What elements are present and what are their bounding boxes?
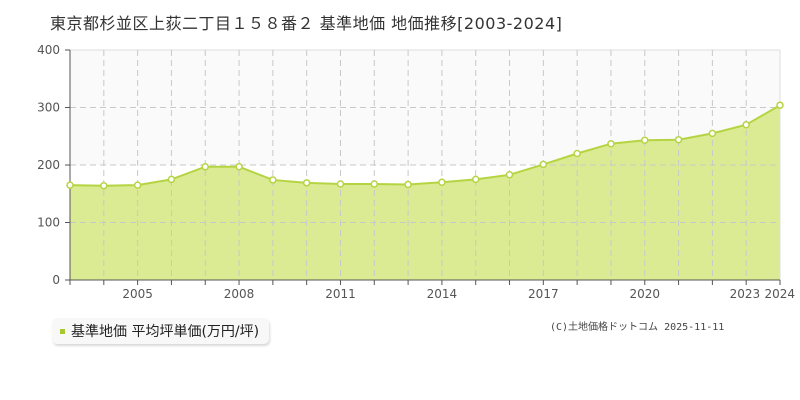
data-point-marker xyxy=(100,181,108,190)
data-point-marker xyxy=(66,181,74,189)
data-point-marker xyxy=(505,171,514,179)
data-point-marker xyxy=(133,181,142,189)
legend-label: 基準地価 平均坪単価(万円/坪) xyxy=(71,324,260,340)
data-point-marker xyxy=(167,175,176,184)
data-point-marker xyxy=(370,180,379,188)
data-point-marker xyxy=(438,178,446,186)
y-tick-label: 400 xyxy=(37,43,60,57)
series-line xyxy=(69,104,781,187)
data-point-marker xyxy=(269,176,277,184)
x-tick-label: 2020 xyxy=(629,287,660,301)
x-tick-label: 2024 xyxy=(764,287,795,301)
x-tick-label: 2023 xyxy=(730,287,761,301)
legend: 基準地価 平均坪単価(万円/坪) xyxy=(52,318,270,344)
data-point-marker xyxy=(235,162,243,171)
data-point-marker xyxy=(302,179,311,187)
data-point-marker xyxy=(607,139,615,148)
y-tick-label: 300 xyxy=(37,101,60,115)
chart-title: 東京都杉並区上荻二丁目１５８番２ 基準地価 地価推移[2003-2024] xyxy=(50,14,563,33)
data-point-marker xyxy=(708,129,717,138)
data-point-marker xyxy=(336,180,345,188)
data-point-marker xyxy=(471,175,480,184)
data-point-marker xyxy=(742,121,750,129)
area-fill xyxy=(70,105,780,280)
data-point-marker xyxy=(776,101,784,109)
x-tick-label: 2017 xyxy=(528,287,559,301)
data-point-marker xyxy=(573,149,581,158)
data-point-marker xyxy=(201,162,209,171)
data-point-marker xyxy=(539,160,548,169)
data-point-marker xyxy=(674,135,683,144)
x-tick-label: 2005 xyxy=(122,287,153,301)
x-tick-label: 2014 xyxy=(427,287,458,301)
data-point-marker xyxy=(404,180,412,189)
x-tick-label: 2008 xyxy=(224,287,255,301)
y-tick-label: 0 xyxy=(52,273,60,287)
y-tick-label: 100 xyxy=(37,216,60,230)
data-point-marker xyxy=(641,136,649,145)
x-tick-label: 2011 xyxy=(325,287,356,301)
y-tick-label: 200 xyxy=(37,158,60,172)
legend-swatch-icon xyxy=(60,328,65,334)
copyright-text: (C)土地価格ドットコム 2025-11-11 xyxy=(550,322,725,333)
